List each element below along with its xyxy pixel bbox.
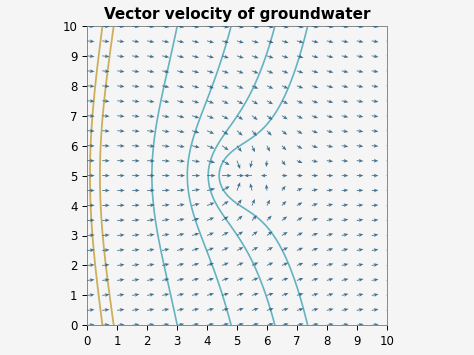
Title: Vector velocity of groundwater: Vector velocity of groundwater: [104, 7, 370, 22]
